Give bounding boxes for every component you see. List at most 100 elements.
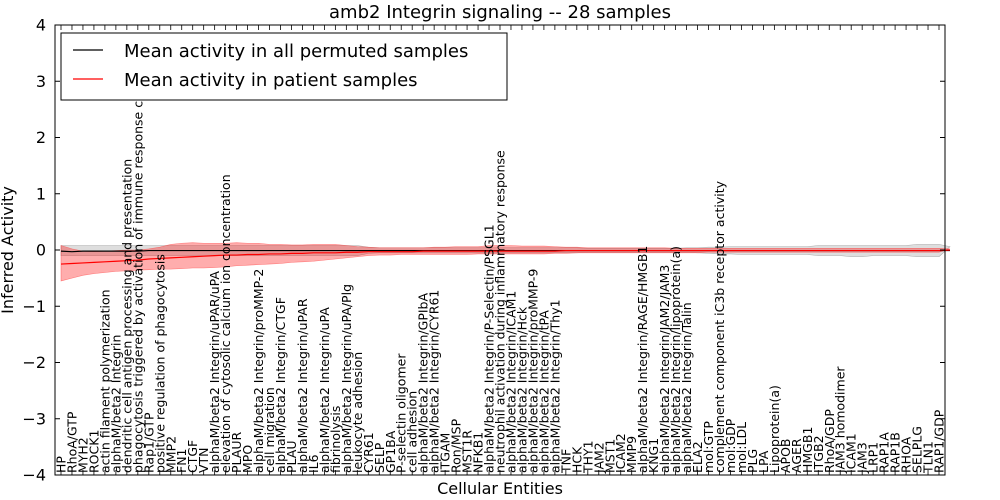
x-tick-label: mol:GTP xyxy=(701,421,716,473)
x-tick-label: complement component iC3b receptor activ… xyxy=(712,180,727,473)
x-tick-label: alphaM/beta2 Integrin/Talin xyxy=(679,302,694,473)
x-tick-label: TLN1 xyxy=(921,441,936,474)
x-tick-label: mol:LDL xyxy=(734,422,749,473)
x-tick-label: dendritic cell antigen processing and pr… xyxy=(119,159,134,473)
y-tick-label: 4 xyxy=(36,16,46,35)
x-tick-label: PLAUR xyxy=(229,432,244,473)
x-tick-label: RAP1/GDP xyxy=(932,409,947,473)
x-tick-label: alphaM/beta2 Integrin/Hck xyxy=(514,306,529,473)
x-tick-label: NFKB1 xyxy=(471,432,486,473)
series-lines xyxy=(60,249,951,265)
x-tick-label: VTN xyxy=(196,447,211,473)
x-tick-label: actin filament polymerization xyxy=(97,289,112,473)
x-tick-label: alphaM/beta2 Integrin/GPIbA xyxy=(416,293,431,473)
y-tick-label: 1 xyxy=(36,184,46,203)
x-tick-label: fibrinolysis xyxy=(328,406,343,473)
x-tick-label: RhoA/GDP xyxy=(822,409,837,473)
x-tick-label: alphaM/beta2 Integrin/tPA xyxy=(536,310,551,473)
x-tick-label: PLG xyxy=(745,449,760,473)
x-tick-label: MST1R xyxy=(460,430,475,473)
x-tick-label: TNF xyxy=(558,449,573,474)
y-tick-label: −4 xyxy=(22,466,46,485)
chart-title: amb2 Integrin signaling -- 28 samples xyxy=(329,2,671,23)
x-tick-label: phagocytosis triggered by activation of … xyxy=(130,36,145,473)
x-tick-label: CTGF xyxy=(185,440,200,473)
x-tick-label: alphaM/beta2 Integrin/uPA/Plg xyxy=(339,284,354,473)
x-tick-label: alphaM/beta2 Integrin/proMMP-2 xyxy=(251,269,266,473)
x-tick-label: MMP9 xyxy=(624,436,639,473)
x-tick-label: ELA2 xyxy=(690,441,705,473)
x-tick-label: GP1BA xyxy=(383,430,398,473)
x-tick-label: PLAU xyxy=(284,441,299,474)
x-tick-label: APOB xyxy=(778,438,793,473)
x-tick-label: HP xyxy=(54,456,69,473)
x-tick-label: alphaM/beta2 Integrin/P-Selectin/PSGL1 xyxy=(482,224,497,473)
x-tick-label: SELPLG xyxy=(910,426,925,473)
x-tick-label: JAM3 homodimer xyxy=(833,366,848,474)
x-tick-label: ICAM2 xyxy=(613,433,628,473)
x-tick-label: HCK xyxy=(569,446,584,473)
x-tick-label: alphaM/beta2 Integrin/JAM2/JAM3 xyxy=(657,265,672,473)
x-tick-label: alphaM/beta2 Integrin/uPAR/uPA xyxy=(207,271,222,473)
x-axis-label: Cellular Entities xyxy=(437,479,563,498)
x-tick-label: THY1 xyxy=(580,440,595,474)
x-tick-label: alphaM/beta2 Integrin/RAGE/HMGB1 xyxy=(635,246,650,473)
y-tick-label: −2 xyxy=(22,353,46,372)
x-tick-label: JAM2 xyxy=(591,442,606,474)
x-tick-label: MYH2 xyxy=(75,437,90,473)
x-tick-label: alphaM/beta2 Integrin/lipoprotein(a) xyxy=(668,246,683,473)
x-tick-label: IL6 xyxy=(306,454,321,473)
y-axis: −4 −3 −2 −1 0 1 2 3 4 xyxy=(22,16,945,485)
x-tick-label: neutrophil activation during inflammator… xyxy=(493,150,508,473)
x-tick-label: RAP1B xyxy=(888,432,903,473)
x-tick-label: positive regulation of phagocytosis xyxy=(152,254,167,473)
x-tick-label: MST1 xyxy=(602,439,617,473)
y-tick-label: 0 xyxy=(36,241,46,260)
x-tick-label: ITGB2 xyxy=(811,435,826,473)
legend-box xyxy=(60,32,508,101)
y-tick-label: 3 xyxy=(36,72,46,91)
line-patient xyxy=(60,249,951,265)
legend-label-permuted: Mean activity in all permuted samples xyxy=(124,41,468,62)
x-tick-label: JAM3 xyxy=(855,442,870,474)
x-tick-label: MPO xyxy=(240,445,255,473)
x-tick-label: RAP1A xyxy=(877,432,892,473)
legend-label-patient: Mean activity in patient samples xyxy=(124,70,418,91)
x-tick-label: SELP xyxy=(372,442,387,473)
x-tick-label: alphaM/beta2 Integrin/CTGF xyxy=(273,297,288,473)
x-tick-label: RhoA/GTP xyxy=(64,411,79,473)
x-tick-label: Ron/MSP xyxy=(449,418,464,473)
legend: Mean activity in all permuted samples Me… xyxy=(60,32,508,101)
x-tick-label: mol:GDP xyxy=(723,418,738,473)
x-tick-label: ROCK1 xyxy=(86,430,101,473)
x-tick-label: LRP1 xyxy=(866,442,881,473)
x-tick-label: alphaM/beta2 Integrin/uPAR xyxy=(295,298,310,473)
x-tick-label: alphaM/beta2 Integrin/Thy1 xyxy=(547,299,562,473)
x-tick-label: alphaM/beta2 Integrin xyxy=(108,335,123,473)
x-tick-label: CYR61 xyxy=(361,432,376,473)
x-tick-label: KNG1 xyxy=(646,438,661,473)
x-tick-label: cell migration xyxy=(262,387,277,473)
x-tick-label: elevation of cytosolic calcium ion conce… xyxy=(218,174,233,473)
x-tick-label: FN1 xyxy=(174,448,189,473)
x-tick-label: alphaM/beta2 Integrin/ICAM1 xyxy=(503,291,518,473)
x-tick-label: leukocyte adhesion xyxy=(350,352,365,473)
x-tick-label: LPA xyxy=(756,450,771,473)
x-tick-label: cell adhesion xyxy=(405,391,420,473)
x-tick-label: Rap1/GTP xyxy=(141,412,156,473)
x-tick-label: HMGB1 xyxy=(800,427,815,473)
x-tick-label: alphaM/beta2 Integrin/uPA xyxy=(317,307,332,473)
x-tick-label: AGER xyxy=(789,438,804,473)
x-tick-label: Lipoprotein(a) xyxy=(767,385,782,473)
x-tick-label: ITGAM xyxy=(438,433,453,473)
y-tick-label: −1 xyxy=(22,297,46,316)
x-tick-label: alphaM/beta2 Integrin/proMMP-9 xyxy=(525,269,540,473)
y-axis-label: Inferred Activity xyxy=(0,186,17,314)
y-tick-label: −3 xyxy=(22,409,46,428)
y-tick-label: 2 xyxy=(36,128,46,147)
x-tick-label: RHOA xyxy=(899,436,914,473)
x-tick-label: P-selectin oligomer xyxy=(394,353,409,473)
x-tick-label: alphaM/beta2 Integrin/CYR61 xyxy=(427,290,442,473)
